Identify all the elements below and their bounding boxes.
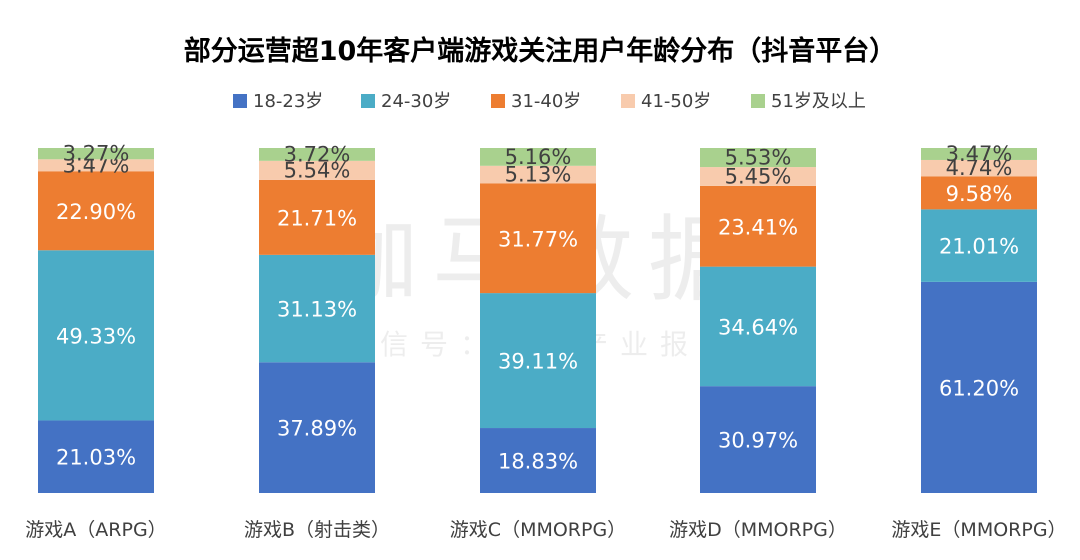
legend-label-1: 18-23岁 [253,91,323,112]
legend: 18-23岁 24-30岁 31-40岁 41-50岁 51岁及以上 [233,91,866,112]
bar-segment [38,159,154,172]
bar-segment [480,428,596,493]
bar-segment [921,148,1037,160]
x-tick-label: 游戏B（射击类） [244,519,390,541]
data-label: 49.33% [56,324,136,348]
bar-segment [38,250,154,421]
x-axis-labels: 游戏A（ARPG） 游戏B（射击类） 游戏C（MMORPG） 游戏D（MMORPG） 游… [25,519,1066,541]
data-label: 3.47% [946,142,1013,166]
legend-label-2: 24-30岁 [381,91,451,112]
legend-label-5: 51岁及以上 [771,91,866,112]
bar-segment [259,179,375,255]
bar-segment [259,160,375,180]
chart-title: 部分运营超10年客户端游戏关注用户年龄分布（抖音平台） [184,35,897,67]
bar-segment [700,266,816,387]
x-tick-label: 游戏D（MMORPG） [669,519,847,541]
data-label: 3.72% [284,142,351,166]
bar-segment [480,183,596,294]
bar-segment [921,209,1037,282]
data-label: 30.97% [718,429,798,453]
data-label: 5.13% [505,163,572,187]
bar-segment [700,386,816,493]
bar-segment [259,254,375,363]
bar-segment [921,281,1037,493]
bar-segment [700,167,816,186]
bar-segment [921,159,1037,177]
bar-segment [259,148,375,161]
bar-segment [700,148,816,168]
data-label: 39.11% [498,350,578,374]
legend-label-4: 41-50岁 [641,91,711,112]
bar-segment [480,165,596,184]
bar-segment [38,171,154,251]
data-label: 31.13% [277,298,357,322]
legend-swatch-4 [621,94,635,108]
data-label: 9.58% [946,182,1013,206]
data-label: 31.77% [498,227,578,251]
x-tick-label: 游戏C（MMORPG） [450,519,626,541]
bar-segment [480,293,596,429]
bar-segment [38,420,154,493]
bars: 21.03% 49.33% 22.90% 3.47% 3.27% 37.89% 31.13%… [38,142,1037,493]
data-label: 23.41% [718,215,798,239]
data-label: 5.54% [284,158,351,182]
data-label: 5.45% [725,164,792,188]
bar-segment [259,362,375,493]
data-label: 21.71% [277,206,357,230]
legend-swatch-1 [233,94,247,108]
data-label: 61.20% [939,376,1019,400]
data-label: 5.53% [725,146,792,170]
bar-segment [38,148,154,160]
bar-segment [921,176,1037,210]
data-label: 21.01% [939,235,1019,259]
x-tick-label: 游戏A（ARPG） [25,519,166,541]
x-tick-label: 游戏E（MMORPG） [891,519,1066,541]
legend-swatch-2 [361,94,375,108]
data-label: 21.03% [56,446,136,470]
bar-segment [700,185,816,267]
data-label: 4.74% [946,156,1013,180]
data-label: 37.89% [277,417,357,441]
legend-label-3: 31-40岁 [511,91,581,112]
data-label: 5.16% [505,145,572,169]
legend-swatch-3 [491,94,505,108]
bar-segment [480,148,596,166]
data-label: 3.27% [63,142,130,166]
legend-swatch-5 [751,94,765,108]
data-label: 22.90% [56,200,136,224]
data-label: 34.64% [718,315,798,339]
data-label: 18.83% [498,450,578,474]
